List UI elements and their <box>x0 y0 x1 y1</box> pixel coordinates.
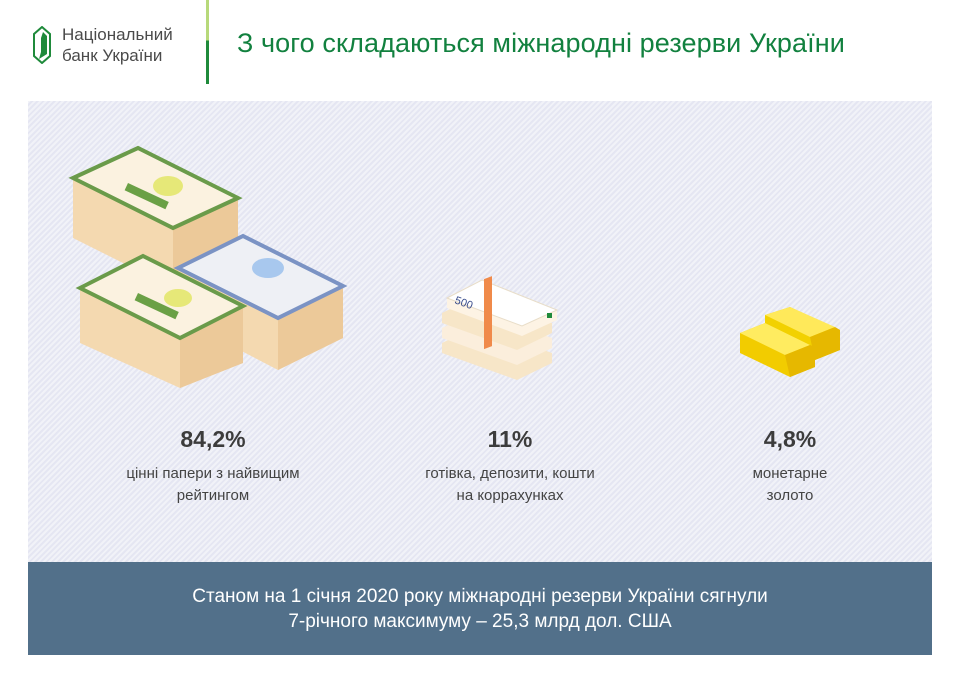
securities-stacks-icon <box>68 145 348 388</box>
summary-banner: Станом на 1 січня 2020 року міжнародні р… <box>28 562 932 655</box>
page-title: З чого складаються міжнародні резерви Ук… <box>237 28 845 58</box>
reserve-item-gold: 4,8% монетарне золото <box>700 426 880 507</box>
item-label: готівка, депозити, кошти на коррахунках <box>380 463 640 507</box>
reserve-item-cash: 11% готівка, депозити, кошти на коррахун… <box>380 426 640 507</box>
reserve-item-securities: 84,2% цінні папери з найвищим рейтингом <box>68 426 358 507</box>
gold-bars-icon <box>740 307 840 377</box>
logo-text: Національний банк України <box>62 24 173 66</box>
percent-value: 84,2% <box>180 426 246 452</box>
logo-line2: банк України <box>62 46 163 65</box>
summary-line1: Станом на 1 січня 2020 року міжнародні р… <box>192 585 768 607</box>
item-label-line1: монетарне <box>752 465 828 482</box>
item-label: монетарне золото <box>700 463 880 507</box>
item-label-line2: рейтингом <box>176 487 250 504</box>
logo-line1: Національний <box>62 25 173 44</box>
item-label: цінні папери з найвищим рейтингом <box>68 463 358 507</box>
percent-value: 4,8% <box>763 426 817 452</box>
percent-value: 11% <box>487 426 533 452</box>
item-label-line2: золото <box>766 487 814 504</box>
banknote-value: 500 <box>453 295 474 313</box>
cash-bundles-icon: 500 <box>442 276 559 380</box>
item-label-line1: готівка, депозити, кошти <box>425 465 595 482</box>
header-divider <box>206 0 209 84</box>
summary-line2: 7-річного максимуму – 25,3 млрд дол. США <box>288 610 672 632</box>
item-label-line1: цінні папери з найвищим <box>126 465 300 482</box>
item-label-line2: на коррахунках <box>456 487 564 504</box>
nbu-logo: Національний банк України <box>32 24 173 66</box>
nbu-logo-icon <box>33 26 51 64</box>
